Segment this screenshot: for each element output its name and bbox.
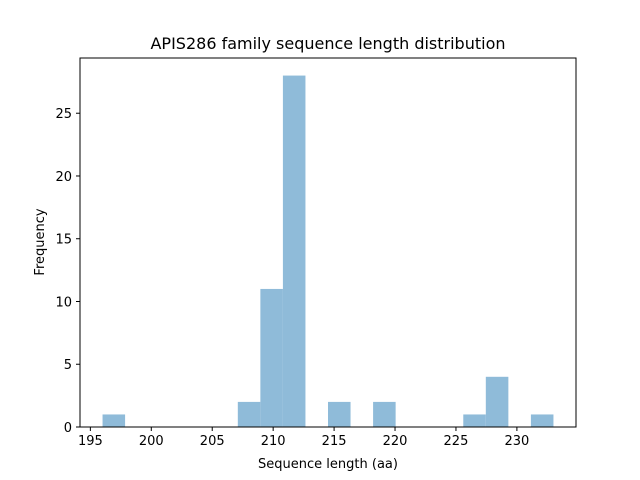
x-tick-label: 215 [322, 434, 347, 449]
x-tick-label: 210 [261, 434, 286, 449]
histogram-bar-8 [282, 75, 306, 428]
histogram-bar-10 [328, 401, 351, 427]
y-tick-label: 10 [55, 295, 72, 310]
x-tick-label: 195 [78, 434, 103, 449]
x-axis-ticks: 195 200 205 210 215 220 225 230 [78, 427, 529, 449]
x-tick-label: 220 [383, 434, 408, 449]
histogram-bar-17 [485, 376, 509, 427]
y-tick-label: 0 [64, 421, 72, 436]
y-tick-label: 15 [55, 233, 72, 248]
y-tick-label: 5 [64, 358, 72, 373]
plot-frame [79, 57, 577, 428]
x-axis-label: Sequence length (aa) [258, 457, 398, 472]
chart-title: APIS286 family sequence length distribut… [150, 34, 505, 53]
y-tick-label: 25 [55, 107, 72, 122]
bars-group [102, 75, 554, 428]
histogram-bar-16 [463, 414, 486, 427]
x-tick-label: 225 [444, 434, 469, 449]
x-tick-label: 230 [504, 434, 529, 449]
histogram-bar-6 [237, 401, 261, 427]
y-axis-ticks: 0 5 10 15 20 25 [55, 107, 80, 436]
y-axis-label: Frequency [33, 208, 48, 275]
histogram-bar-19 [530, 414, 554, 427]
y-tick-label: 20 [55, 170, 72, 185]
histogram-bar-0 [102, 414, 126, 427]
histogram-bar-12 [373, 401, 396, 427]
x-tick-label: 200 [139, 434, 164, 449]
x-tick-label: 205 [200, 434, 225, 449]
histogram-bar-7 [260, 288, 283, 427]
